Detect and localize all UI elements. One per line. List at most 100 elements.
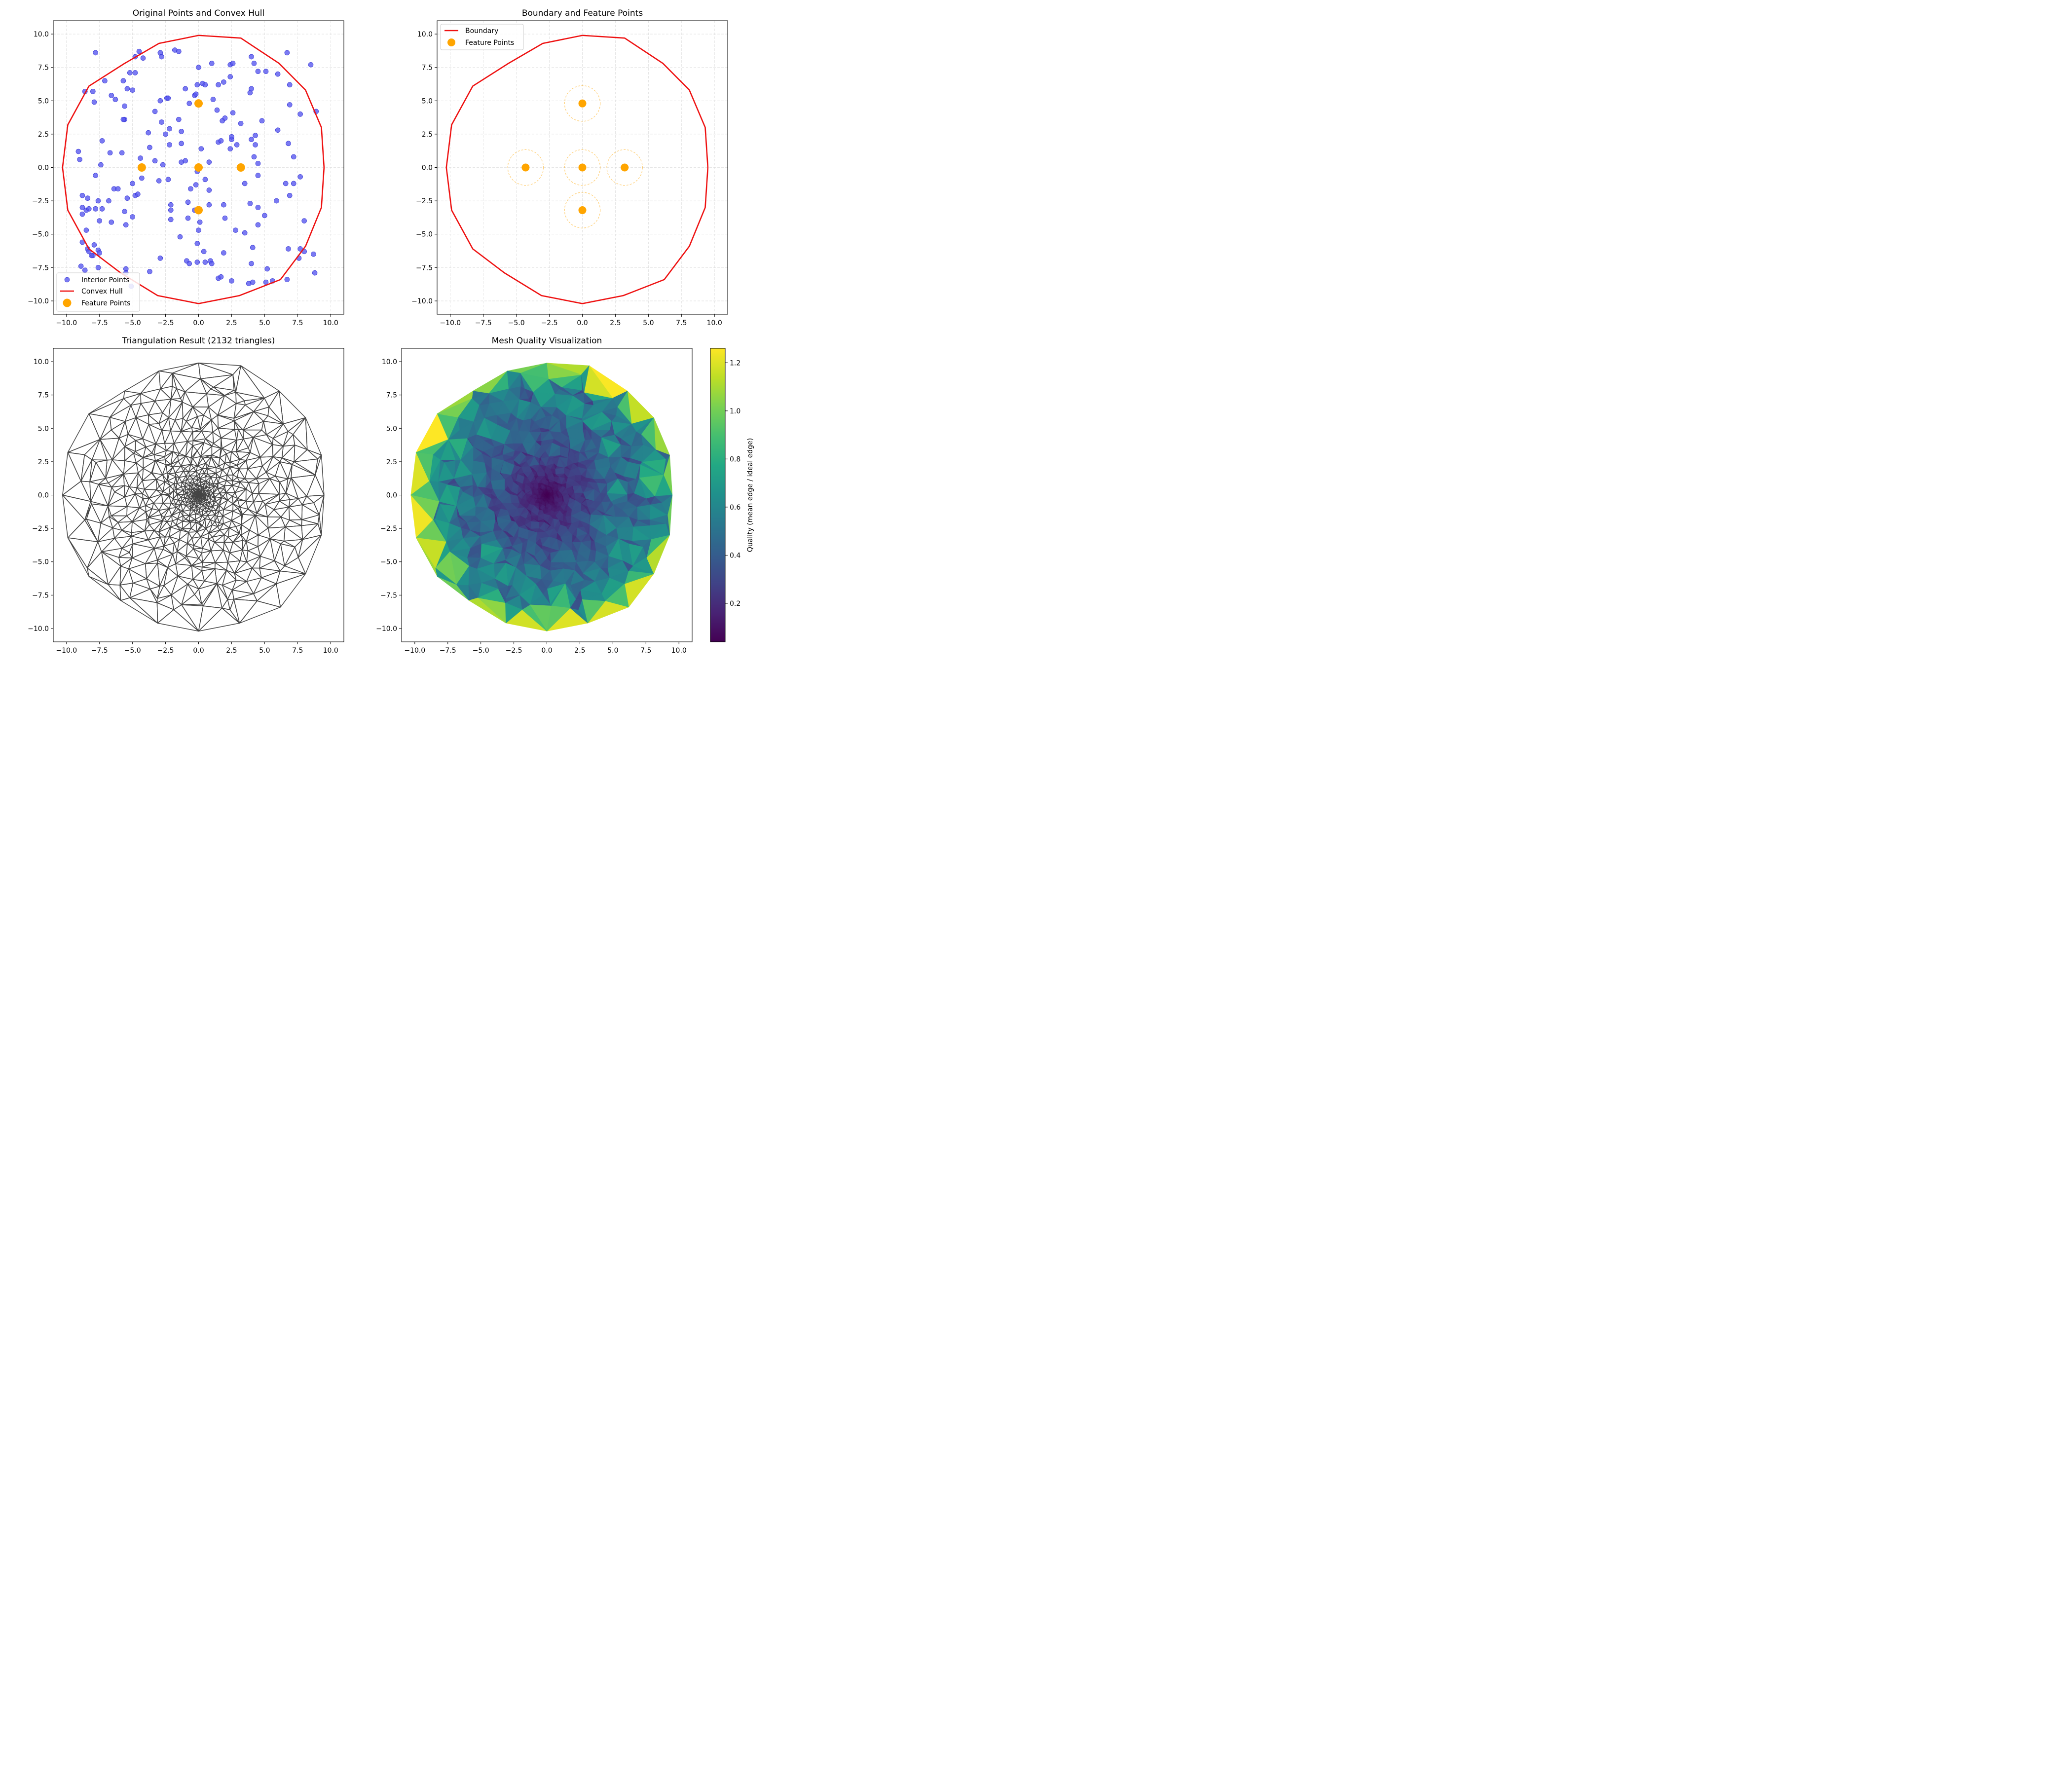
interior-point [291,181,296,186]
interior-point [77,156,82,162]
quality-triangle [581,365,590,393]
quality-triangle [609,571,629,584]
mesh-triangle [237,488,247,502]
legend-box [440,24,524,50]
quality-triangle [605,583,629,608]
x-tick-label: −5.0 [473,647,489,655]
convex-hull-line [62,35,325,304]
interior-point [124,86,130,92]
mesh-triangle [294,539,303,558]
y-tick-label: 0.0 [38,492,49,500]
interior-point [210,97,216,102]
interior-point [122,103,127,109]
mesh-triangle [283,526,303,542]
interior-point [90,89,96,94]
x-tick-label: −2.5 [157,647,174,655]
mesh-triangle [124,417,137,435]
mesh-triangle [123,393,141,406]
interior-point [263,69,269,74]
x-tick-label: −7.5 [440,647,456,655]
interior-point [221,79,226,85]
interior-point [99,138,105,144]
interior-point [247,201,253,206]
interior-point [287,102,293,108]
quality-triangle [631,417,654,432]
interior-point [102,78,108,84]
interior-point [176,116,182,122]
mesh-triangle [219,527,230,535]
interior-point [82,267,88,273]
mesh-triangle [157,609,199,632]
interior-point [130,87,135,93]
interior-point [196,227,201,233]
chart-title: Original Points and Convex Hull [133,8,265,18]
mesh-triangle [198,363,233,379]
interior-point [185,199,191,205]
mesh-triangle [155,443,167,451]
y-tick-label: 7.5 [422,64,433,72]
mesh-triangle [233,593,258,601]
mesh-triangle [243,421,264,431]
mesh-triangle [206,393,225,407]
interior-point [167,126,172,132]
mesh-triangle [201,419,213,433]
quality-triangle [473,486,484,497]
mesh-triangle [111,421,126,439]
y-tick-label: −5.0 [380,558,397,566]
mesh-triangle [216,469,223,478]
mesh-triangle [221,429,237,441]
quality-triangle [456,491,474,506]
mesh-triangle [238,429,244,440]
y-tick-label: −7.5 [32,264,49,272]
figure: Original Points and Convex Hull −10.0 −7.… [28,8,754,655]
mesh-triangle [176,521,184,529]
mesh-triangle [280,506,290,520]
mesh-triangle [305,417,322,456]
mesh-triangle [123,390,141,399]
y-tick-label: 10.0 [34,358,49,366]
mesh-triangle [276,570,306,585]
mesh-triangle [222,511,233,521]
interior-point [194,241,200,246]
interior-point [177,234,183,240]
mesh-triangle [222,599,230,610]
panel-original-points: Original Points and Convex Hull −10.0 −7.… [28,8,344,327]
mesh-triangle [182,509,191,517]
mesh-triangle [274,560,285,572]
mesh-triangle [145,548,158,564]
interior-point [242,230,248,236]
feature-radius-circle [507,149,544,186]
mesh-triangle [239,550,247,562]
mesh-triangle [144,524,155,531]
y-tick-label: −7.5 [380,592,397,599]
legend-marker-feature [63,298,72,307]
y-tick-label: 0.0 [386,492,397,500]
mesh-triangle [216,570,227,586]
feature-radius-circle [564,192,601,228]
legend-label: Interior Points [81,276,130,284]
mesh-triangle [267,407,284,425]
feature-radius-circle [564,149,601,186]
interior-point [249,86,254,92]
interior-point [85,195,90,201]
mesh-triangle [156,594,174,610]
x-tick-label: 7.5 [640,647,651,655]
feature-point [578,99,587,108]
x-tick-label: 7.5 [292,319,303,327]
interior-point [156,178,162,184]
mesh-triangle [124,486,136,498]
interior-point [120,78,126,84]
legend: Interior Points Convex Hull Feature Points [56,272,140,312]
mesh-triangle [218,428,235,439]
interior-point [188,186,193,192]
interior-point [249,137,254,143]
interior-point [147,145,152,150]
interior-point [222,215,228,221]
mesh-triangle [307,449,322,460]
x-tick-label: 2.5 [574,647,585,655]
interior-point [194,259,200,265]
mesh-triangle [111,485,125,492]
y-tick-label: −2.5 [380,525,397,533]
interior-point [218,274,224,280]
mesh-triangle [67,452,85,482]
